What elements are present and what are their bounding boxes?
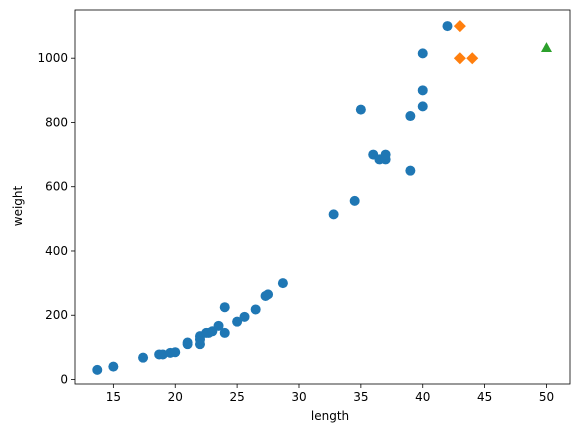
- data-point: [219, 327, 230, 338]
- x-axis-label: length: [311, 409, 349, 423]
- data-point: [328, 209, 339, 220]
- y-tick-label: 1000: [37, 51, 68, 65]
- y-tick-label: 800: [45, 115, 68, 129]
- data-point: [405, 111, 416, 122]
- x-tick-label: 50: [539, 390, 554, 404]
- y-tick-label: 400: [45, 244, 68, 258]
- x-tick-label: 15: [106, 390, 121, 404]
- data-point-diamond: [453, 52, 466, 65]
- y-tick-label: 600: [45, 180, 68, 194]
- data-point: [442, 21, 453, 32]
- data-point: [263, 289, 274, 300]
- data-point: [417, 48, 428, 59]
- data-point: [239, 311, 250, 322]
- plot-area: 15 20 25 30 35 40 45 50 0 200 400 600 800 1000: [37, 9, 571, 404]
- data-point-triangle: [540, 42, 552, 52]
- data-point: [349, 195, 360, 206]
- y-tick-label: 0: [60, 373, 68, 387]
- x-tick-label: 25: [229, 390, 244, 404]
- data-point: [355, 104, 366, 115]
- data-point: [417, 85, 428, 96]
- data-point: [92, 364, 103, 375]
- data-point: [170, 347, 181, 358]
- y-axis-label: weight: [11, 185, 25, 226]
- data-point: [213, 320, 224, 331]
- y-tick-label: 200: [45, 308, 68, 322]
- data-point-diamond: [466, 52, 479, 65]
- x-tick-label: 35: [353, 390, 368, 404]
- data-point: [405, 165, 416, 176]
- data-point: [232, 316, 243, 327]
- x-tick-label: 45: [477, 390, 492, 404]
- axes-frame: [74, 9, 571, 385]
- data-point: [277, 278, 288, 289]
- x-tick-label: 40: [415, 390, 430, 404]
- data-point: [417, 101, 428, 112]
- data-point: [380, 149, 391, 160]
- data-point: [219, 302, 230, 313]
- data-point: [157, 349, 168, 360]
- data-point: [250, 304, 261, 315]
- data-point-diamond: [453, 20, 466, 33]
- data-point: [182, 337, 193, 348]
- x-tick-label: 20: [168, 390, 183, 404]
- data-point: [138, 352, 149, 363]
- data-point: [108, 361, 119, 372]
- x-tick-label: 30: [291, 390, 306, 404]
